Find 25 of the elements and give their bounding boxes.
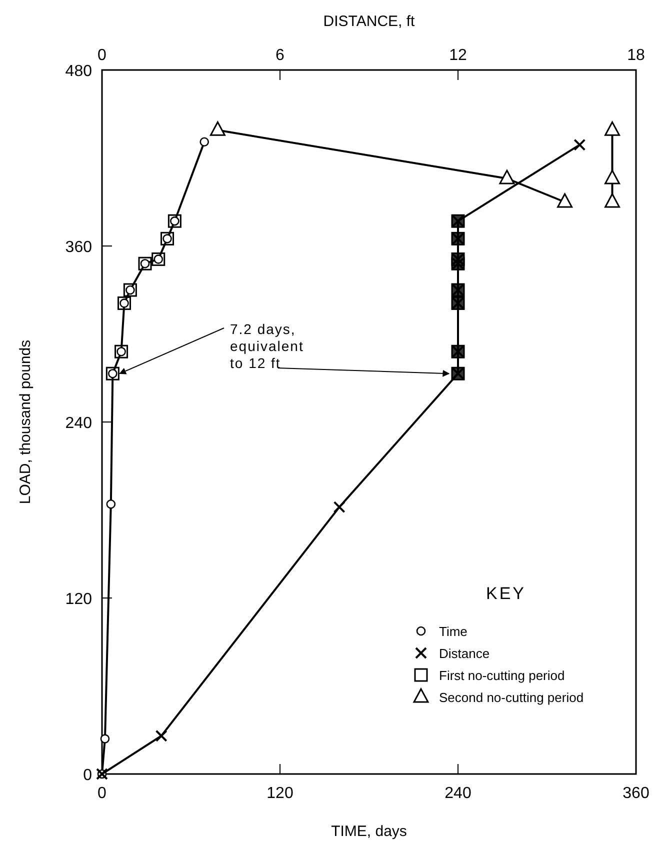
y-tick-label: 0 [83,767,92,784]
y-axis-title: LOAD, thousand pounds [17,340,34,504]
x2-tick-label: 6 [276,47,285,64]
annotation: 7.2 days, equivalent to 12 ft [230,321,304,371]
y-tick-label: 120 [65,591,92,608]
x2-axis-title: DISTANCE, ft [323,13,416,30]
x-tick-label: 0 [98,785,107,802]
point [557,193,573,208]
x-tick-label: 360 [622,785,650,802]
x-tick-label: 120 [266,785,294,802]
legend-title: KEY [486,584,526,603]
x2-tick-label: 12 [449,47,467,64]
point [210,121,226,136]
y-tick-label: 480 [65,63,92,80]
y-tick-label: 240 [65,415,92,432]
point [499,170,515,184]
x-tick-label: 240 [444,785,472,802]
legend-label: Second no-cutting period [439,690,584,705]
legend-label: First no-cutting period [439,668,565,683]
legend-label: Time [439,624,468,639]
x-axis-title: TIME, days [331,823,407,840]
legend-label: Distance [439,646,490,661]
y-tick-label: 360 [65,239,92,256]
x2-tick-label: 18 [627,47,645,64]
x2-tick-label: 0 [98,47,107,64]
